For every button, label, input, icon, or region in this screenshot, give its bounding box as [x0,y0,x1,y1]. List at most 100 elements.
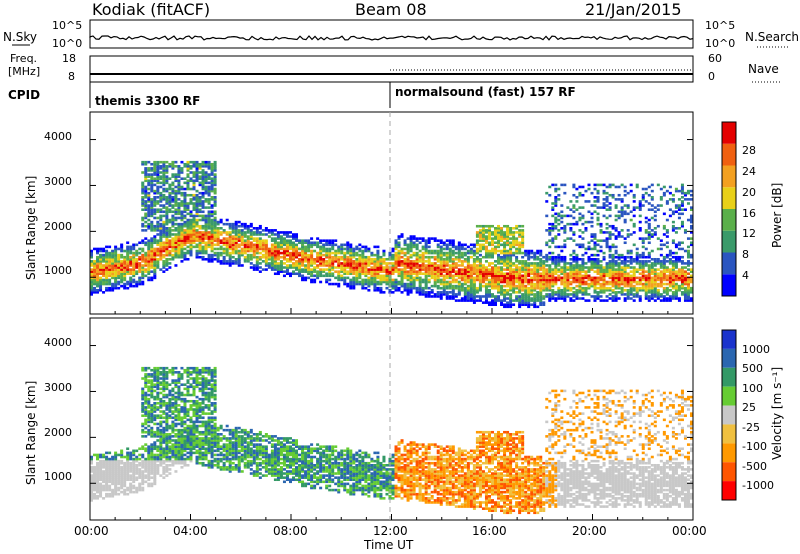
power-cell [632,243,636,247]
power-cell [150,249,154,253]
power-cell [503,305,507,309]
power-cell [554,224,558,228]
power-cell [195,208,199,211]
power-cell [261,233,265,236]
power-cell [554,260,558,263]
power-cell [288,264,292,267]
power-cell [346,270,350,273]
power-cell [460,278,464,282]
power-cell [90,276,93,280]
power-cell [415,245,419,249]
power-cell [168,249,172,253]
power-cell [180,245,184,249]
power-cell [352,272,356,276]
power-cell [683,208,687,211]
power-cell [156,208,160,211]
power-cell [490,284,494,288]
power-cell [548,264,552,267]
power-cell [608,183,612,187]
power-cell [572,251,576,255]
power-cell [189,247,193,251]
power-cell [617,291,621,294]
power-cell [665,229,669,232]
power-cell [195,235,199,238]
power-cell [481,231,485,234]
power-cell [539,299,543,302]
power-cell [282,270,286,273]
power-cell [406,264,410,267]
power-cell [165,212,169,216]
power-cell [222,222,226,226]
power-cell [201,255,205,259]
power-cell [201,251,205,255]
power-cell [490,286,494,290]
power-cell [500,237,504,240]
power-cell [572,293,576,296]
power-cell [445,245,449,249]
power-cell [147,227,151,230]
power-cell [388,280,392,284]
power-cell [147,247,151,251]
power-cell [653,231,657,234]
power-cell [195,204,199,207]
power-cell [358,274,362,278]
power-cell [165,189,169,193]
power-cell [572,183,576,187]
power-cell [346,243,350,247]
power-cell [680,260,684,263]
power-cell [285,251,289,255]
power-cell [165,165,169,168]
power-cell [171,220,175,224]
power-cell [536,291,540,294]
power-cell [198,241,202,245]
power-cell [494,264,498,267]
power-cell [454,264,458,267]
power-cell [285,268,289,271]
power-cell [454,280,458,284]
power-cell [397,235,401,238]
power-cell [530,249,534,253]
power-cell [361,280,365,284]
power-cell [427,262,431,265]
power-cell [472,278,476,282]
power-cell [207,165,211,168]
power-cell [424,272,428,276]
power-cell [255,243,259,247]
power-cell [282,253,286,257]
power-cell [355,276,359,280]
power-cell [509,299,513,302]
power-cell [111,266,115,269]
power-cell [165,245,169,249]
power-cell [391,282,395,286]
power-cell [659,270,663,273]
power-cell [141,224,145,228]
power-cell [117,247,121,251]
power-cell [282,262,286,265]
power-cell [246,247,250,251]
power-cell [210,237,214,240]
power-cell [412,268,416,271]
power-cell [527,264,531,267]
power-cell [515,297,519,300]
power-cell [165,237,169,240]
power-cell [494,235,498,238]
power-cell [451,276,455,280]
power-cell [273,245,277,249]
power-cell [331,243,335,247]
power-cell [650,216,654,220]
power-cell [454,247,458,251]
power-cell [430,295,434,298]
power-cell [123,266,127,269]
power-cell [183,237,187,240]
power-cell [530,286,534,290]
power-cell [292,245,296,249]
power-cell [406,257,410,261]
power-cell [228,227,232,230]
power-cell [174,185,178,189]
power-cell [328,264,332,267]
power-cell [352,251,356,255]
power-cell [584,266,588,269]
power-cell [472,249,476,253]
power-cell [337,266,341,269]
power-cell [457,280,461,284]
